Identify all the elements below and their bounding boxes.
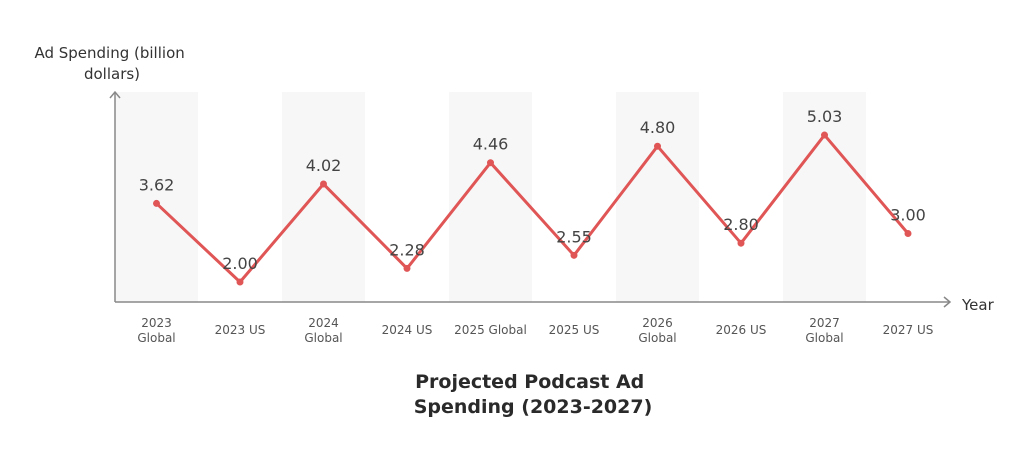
data-label: 2.28 — [389, 240, 425, 259]
y-axis-arrow — [109, 90, 121, 99]
data-label: 2.55 — [556, 227, 592, 246]
y-axis-title-line: dollars) — [84, 65, 140, 83]
x-tick-label: 2025 Global — [454, 323, 527, 337]
data-point — [570, 251, 578, 259]
axes — [109, 90, 952, 308]
data-point — [236, 278, 244, 286]
data-label: 2.80 — [723, 215, 759, 234]
series-line — [155, 133, 910, 284]
data-point — [153, 199, 160, 207]
chart-title: Projected Podcast Ad Spending (2023-2027… — [414, 371, 653, 418]
data-point — [821, 131, 828, 139]
chart-title-line: Projected Podcast Ad — [415, 371, 644, 393]
data-label: 5.03 — [807, 107, 843, 126]
data-label: 3.00 — [890, 206, 926, 225]
data-label: 3.62 — [139, 175, 175, 194]
data-label: 4.46 — [473, 135, 509, 154]
category-band — [783, 92, 866, 302]
data-labels: 3.62 2.00 4.02 2.28 4.46 2.55 4.80 2.80 5.03 3.00 — [139, 107, 926, 273]
category-band — [115, 92, 198, 302]
y-axis-title-line: Ad Spending (billion — [34, 44, 184, 62]
data-label: 2.00 — [222, 254, 258, 273]
data-point — [487, 159, 494, 167]
y-axis-title: Ad Spending (billion dollars) — [34, 44, 189, 83]
category-bands — [115, 92, 866, 302]
data-point — [320, 180, 327, 188]
x-axis-arrow — [943, 296, 952, 308]
x-tick-label: 2023 US — [215, 323, 266, 337]
x-tick-label: 2027 US — [883, 323, 934, 337]
x-axis-title: Year — [961, 296, 995, 314]
data-label: 4.02 — [306, 156, 342, 175]
data-points — [153, 131, 912, 286]
data-point — [737, 239, 745, 247]
x-tick-label: 2027 Global — [805, 316, 843, 345]
x-tick-label: 2026 US — [716, 323, 767, 337]
x-tick-label: 2026 Global — [638, 316, 676, 345]
x-tick-label: 2023 Global — [137, 316, 175, 345]
data-label: 4.80 — [640, 118, 676, 137]
data-point — [904, 230, 912, 237]
category-band — [616, 92, 699, 302]
x-tick-label: 2024 US — [382, 323, 433, 337]
x-tick-label: 2025 US — [549, 323, 600, 337]
chart-title-line: Spending (2023-2027) — [414, 396, 653, 418]
data-point — [403, 264, 411, 272]
category-band — [282, 92, 365, 302]
data-point — [654, 142, 661, 150]
x-tick-label: 2024 Global — [304, 316, 342, 345]
x-tick-labels: 2023 Global 2023 US 2024 Global 2024 US 2025 G… — [137, 316, 933, 345]
